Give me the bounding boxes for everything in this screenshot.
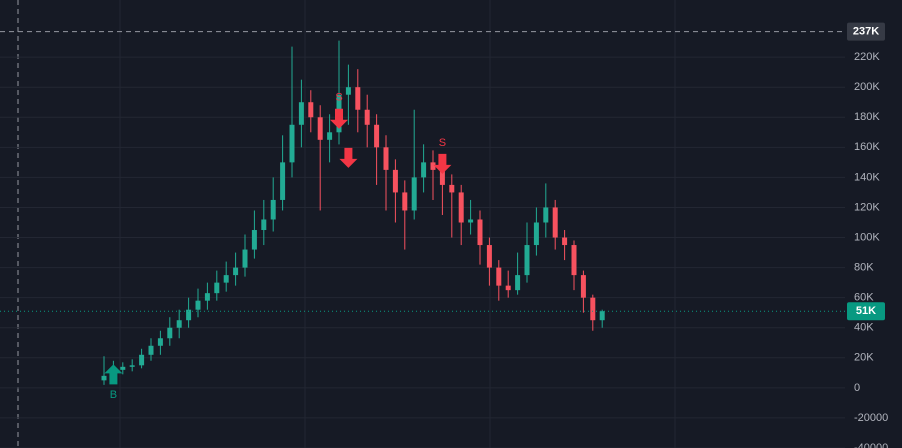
signal-arrow bbox=[339, 147, 358, 168]
y-tick-label: 20K bbox=[854, 352, 874, 364]
candle-body bbox=[167, 327, 173, 339]
candle-body bbox=[242, 249, 248, 268]
candle-body bbox=[562, 237, 568, 246]
crosshair-tag bbox=[847, 22, 885, 41]
signal-arrow bbox=[330, 108, 348, 129]
candle-body bbox=[486, 245, 492, 268]
last-price-tag bbox=[847, 302, 885, 321]
candle-body bbox=[421, 162, 427, 178]
candle-body bbox=[552, 207, 558, 238]
y-tick-label: 80K bbox=[854, 262, 874, 274]
candle-body bbox=[298, 102, 304, 125]
candle-body bbox=[515, 275, 521, 291]
candle-body bbox=[477, 219, 483, 246]
candle-body bbox=[120, 366, 126, 370]
candle-body bbox=[590, 297, 596, 321]
signal-label: S bbox=[335, 92, 342, 104]
candle-body bbox=[101, 375, 107, 381]
y-tick-label: 180K bbox=[854, 111, 880, 123]
candle-body bbox=[505, 285, 511, 291]
y-tick-label: 160K bbox=[854, 141, 880, 153]
candle-body bbox=[317, 117, 323, 140]
candle-body bbox=[157, 338, 163, 346]
candle-body bbox=[214, 282, 220, 294]
candle-body bbox=[223, 275, 229, 283]
candle-body bbox=[580, 275, 586, 298]
candle-body bbox=[129, 365, 135, 367]
candle-body bbox=[204, 293, 210, 301]
candle-body bbox=[392, 169, 398, 193]
y-tick-label: 120K bbox=[854, 201, 880, 213]
candle-body bbox=[374, 124, 380, 148]
candle-body bbox=[195, 300, 201, 310]
candle-body bbox=[139, 354, 145, 366]
candle-body bbox=[251, 230, 257, 250]
candle-body bbox=[355, 87, 361, 110]
candle-body bbox=[496, 267, 502, 286]
candle-body bbox=[599, 311, 605, 321]
y-tick-label: 220K bbox=[854, 51, 880, 63]
candle-body bbox=[186, 309, 192, 321]
candle-body bbox=[308, 102, 314, 118]
candle-body bbox=[571, 245, 577, 276]
crosshair-label: 237K bbox=[853, 25, 879, 37]
signal-label: S bbox=[439, 137, 446, 149]
candle-body bbox=[148, 345, 154, 355]
candle-body bbox=[458, 192, 464, 223]
last-price-label: 51K bbox=[856, 305, 876, 317]
candle-body bbox=[327, 132, 333, 140]
candle-body bbox=[524, 245, 530, 276]
y-tick-label: 40K bbox=[854, 322, 874, 334]
candle-body bbox=[449, 184, 455, 193]
signal-label: B bbox=[110, 389, 117, 401]
candle-body bbox=[411, 177, 417, 211]
candle-body bbox=[533, 222, 539, 246]
candle-body bbox=[383, 147, 389, 170]
candle-body bbox=[345, 87, 351, 95]
candle-body bbox=[289, 124, 295, 163]
candle-body bbox=[261, 219, 267, 231]
candle-body bbox=[233, 267, 239, 276]
candle-body bbox=[270, 199, 276, 220]
candle-body bbox=[280, 162, 286, 200]
signal-arrow bbox=[433, 153, 452, 174]
y-tick-label: -40000 bbox=[854, 442, 888, 448]
y-tick-label: 140K bbox=[854, 171, 880, 183]
candle-body bbox=[468, 219, 474, 223]
y-tick-label: 60K bbox=[854, 292, 874, 304]
y-tick-label: 200K bbox=[854, 81, 880, 93]
candle-body bbox=[439, 169, 445, 185]
y-tick-label: -20000 bbox=[854, 412, 888, 424]
y-tick-label: 100K bbox=[854, 231, 880, 243]
y-tick-label: 0 bbox=[854, 382, 860, 394]
candle-body bbox=[402, 192, 408, 211]
candle-body bbox=[430, 162, 436, 170]
candle-body bbox=[176, 320, 182, 328]
candle-body bbox=[543, 207, 549, 223]
candle-body bbox=[364, 109, 370, 125]
signal-arrow bbox=[104, 364, 123, 385]
